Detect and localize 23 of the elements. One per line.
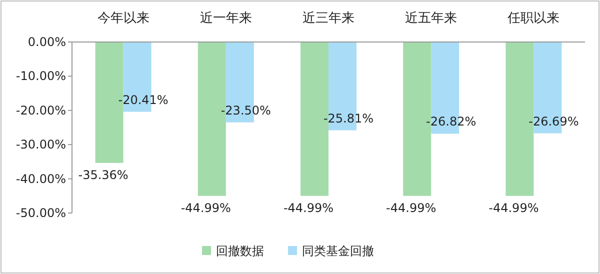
data-label: -44.99% — [488, 200, 539, 215]
legend-label: 同类基金回撤 — [302, 244, 374, 258]
y-tick-label: -20.00% — [16, 103, 66, 118]
x-tick-label: 今年以来 — [97, 11, 150, 26]
data-label: -23.50% — [220, 103, 271, 118]
y-tick-label: -30.00% — [16, 138, 66, 152]
y-tick-label: 0.00% — [28, 35, 66, 49]
x-tick-label: 近五年来 — [405, 11, 458, 26]
x-tick-label: 任职以来 — [506, 11, 560, 26]
legend-label: 回撤数据 — [216, 244, 264, 258]
data-label: -20.41% — [118, 92, 168, 107]
data-label: -25.81% — [323, 111, 374, 126]
data-label: -35.36% — [78, 168, 128, 182]
data-label: -44.99% — [283, 200, 334, 215]
data-label: -44.99% — [386, 200, 436, 215]
y-tick-label: -10.00% — [16, 69, 66, 84]
data-label: -26.82% — [426, 114, 476, 129]
data-label: -44.99% — [180, 200, 231, 215]
data-label: -26.69% — [528, 114, 579, 128]
y-tick-label: -50.00% — [16, 206, 66, 220]
x-tick-label: 近一年来 — [200, 11, 252, 26]
y-tick-label: -40.00% — [16, 172, 66, 186]
x-tick-label: 近三年来 — [302, 11, 354, 26]
